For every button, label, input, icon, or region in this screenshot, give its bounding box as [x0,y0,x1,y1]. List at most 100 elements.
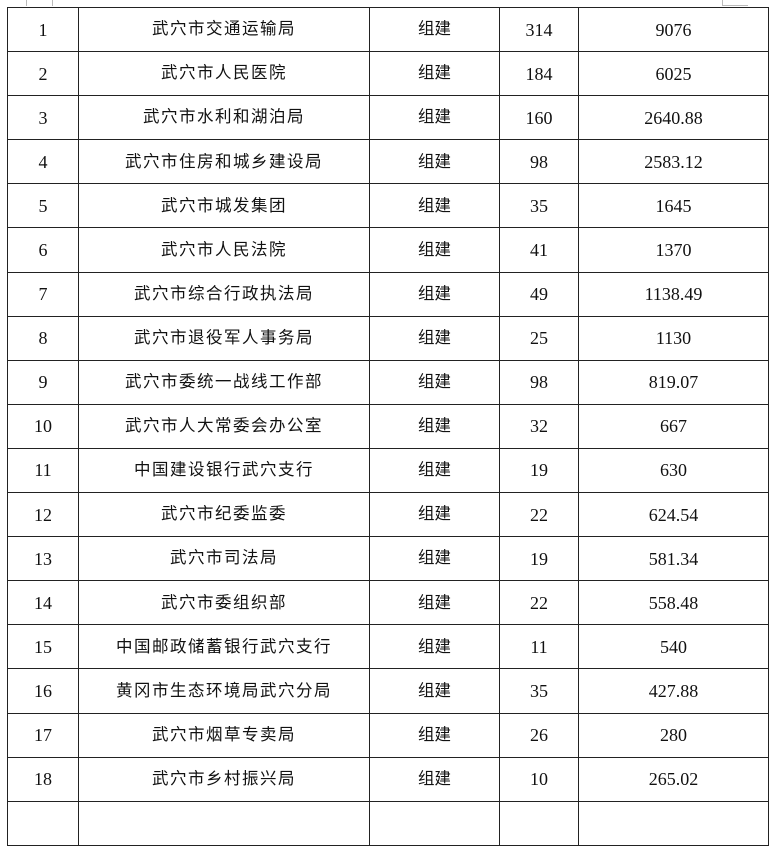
row-number: 9 [7,359,79,405]
count-cell: 49 [499,271,579,317]
table-row: 3 武穴市水利和湖泊局 组建 160 2640.88 [7,95,769,141]
count-cell: 98 [499,139,579,185]
count-cell: 25 [499,315,579,361]
row-number: 7 [7,271,79,317]
empty-cell [369,800,500,846]
table-row-partial [7,800,769,846]
count-cell: 314 [499,6,579,53]
unit-name: 武穴市水利和湖泊局 [78,95,370,141]
type-cell: 组建 [369,315,500,361]
type-cell: 组建 [369,271,500,317]
row-number: 12 [7,492,79,538]
unit-name: 中国建设银行武穴支行 [78,447,370,494]
table-row: 16 黄冈市生态环境局武穴分局 组建 35 427.88 [7,668,769,714]
amount-cell: 1370 [578,227,769,273]
type-cell: 组建 [369,227,500,273]
unit-name: 武穴市交通运输局 [78,6,370,53]
table-row: 5 武穴市城发集团 组建 35 1645 [7,183,769,229]
unit-name: 武穴市委统一战线工作部 [78,359,370,405]
row-number: 18 [7,756,79,802]
amount-cell: 667 [578,403,769,449]
table-row: 18 武穴市乡村振兴局 组建 10 265.02 [7,756,769,802]
row-number: 8 [7,315,79,361]
unit-name: 武穴市纪委监委 [78,492,370,538]
table-row: 17 武穴市烟草专卖局 组建 26 280 [7,712,769,758]
count-cell: 41 [499,227,579,273]
amount-cell: 2640.88 [578,95,769,141]
type-cell: 组建 [369,712,500,758]
row-number: 1 [7,6,79,53]
table-row: 11 中国建设银行武穴支行 组建 19 630 [7,447,769,494]
row-number: 14 [7,580,79,626]
row-number: 3 [7,95,79,141]
page-corner-mark [52,0,53,6]
table-row: 1 武穴市交通运输局 组建 314 9076 [7,6,769,53]
unit-name: 武穴市人民医院 [78,51,370,97]
type-cell: 组建 [369,359,500,405]
unit-name: 黄冈市生态环境局武穴分局 [78,668,370,714]
type-cell: 组建 [369,447,500,494]
amount-cell: 1138.49 [578,271,769,317]
row-number: 2 [7,51,79,97]
page-corner-mark [26,0,27,6]
amount-cell: 427.88 [578,668,769,714]
table-row: 6 武穴市人民法院 组建 41 1370 [7,227,769,273]
unit-name: 武穴市综合行政执法局 [78,271,370,317]
type-cell: 组建 [369,139,500,185]
amount-cell: 2583.12 [578,139,769,185]
unit-name: 武穴市委组织部 [78,580,370,626]
table-row: 7 武穴市综合行政执法局 组建 49 1138.49 [7,271,769,317]
unit-name: 武穴市住房和城乡建设局 [78,139,370,185]
page-corner-mark [722,0,723,6]
count-cell: 35 [499,183,579,229]
row-number: 17 [7,712,79,758]
type-cell: 组建 [369,492,500,538]
page-corner-mark [722,5,748,6]
count-cell: 26 [499,712,579,758]
amount-cell: 1130 [578,315,769,361]
empty-cell [499,800,579,846]
row-number: 15 [7,624,79,670]
table-row: 13 武穴市司法局 组建 19 581.34 [7,536,769,582]
count-cell: 98 [499,359,579,405]
data-table: 1 武穴市交通运输局 组建 314 9076 2 武穴市人民医院 组建 184 6025 3 武穴市水… [7,6,769,846]
table-row: 8 武穴市退役军人事务局 组建 25 1130 [7,315,769,361]
table-row: 12 武穴市纪委监委 组建 22 624.54 [7,492,769,538]
row-number: 6 [7,227,79,273]
unit-name: 武穴市人民法院 [78,227,370,273]
type-cell: 组建 [369,403,500,449]
count-cell: 35 [499,668,579,714]
amount-cell: 630 [578,447,769,494]
amount-cell: 280 [578,712,769,758]
type-cell: 组建 [369,183,500,229]
type-cell: 组建 [369,95,500,141]
row-number: 16 [7,668,79,714]
empty-cell [7,800,79,846]
count-cell: 32 [499,403,579,449]
table-row: 10 武穴市人大常委会办公室 组建 32 667 [7,403,769,449]
count-cell: 22 [499,580,579,626]
table-row: 4 武穴市住房和城乡建设局 组建 98 2583.12 [7,139,769,185]
amount-cell: 624.54 [578,492,769,538]
count-cell: 19 [499,536,579,582]
amount-cell: 819.07 [578,359,769,405]
row-number: 13 [7,536,79,582]
unit-name: 武穴市司法局 [78,536,370,582]
type-cell: 组建 [369,580,500,626]
row-number: 11 [7,447,79,494]
count-cell: 10 [499,756,579,802]
table-row: 2 武穴市人民医院 组建 184 6025 [7,51,769,97]
unit-name: 武穴市烟草专卖局 [78,712,370,758]
unit-name: 武穴市乡村振兴局 [78,756,370,802]
amount-cell: 540 [578,624,769,670]
count-cell: 160 [499,95,579,141]
type-cell: 组建 [369,51,500,97]
amount-cell: 6025 [578,51,769,97]
type-cell: 组建 [369,6,500,53]
table-row: 14 武穴市委组织部 组建 22 558.48 [7,580,769,626]
count-cell: 184 [499,51,579,97]
type-cell: 组建 [369,756,500,802]
row-number: 4 [7,139,79,185]
count-cell: 11 [499,624,579,670]
empty-cell [78,800,370,846]
